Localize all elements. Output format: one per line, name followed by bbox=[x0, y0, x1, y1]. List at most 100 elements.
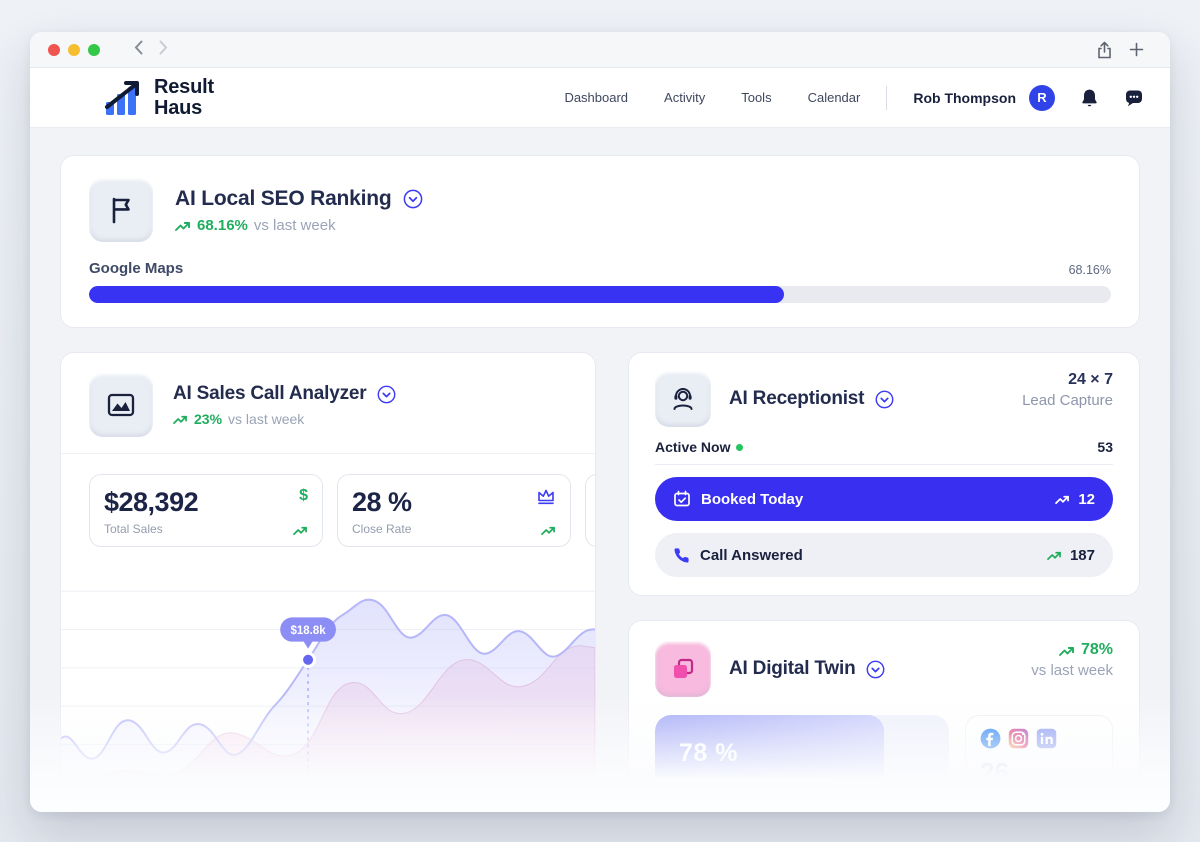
share-button[interactable] bbox=[1088, 39, 1121, 61]
total-posts-value: 26 bbox=[980, 757, 1009, 787]
badge-lead-capture: Lead Capture bbox=[1022, 392, 1113, 409]
engagement-label: Engagement bbox=[659, 803, 745, 812]
plus-icon bbox=[1129, 42, 1144, 57]
stat-card-close-rate: 28 % Close Rate bbox=[337, 474, 571, 547]
seo-metric-label: Google Maps bbox=[89, 260, 184, 277]
flag-icon bbox=[112, 197, 130, 224]
zoom-window-button[interactable] bbox=[88, 43, 100, 56]
twin-trend-value: 78% bbox=[1080, 641, 1113, 658]
nav-item-calendar[interactable]: Calendar bbox=[807, 90, 861, 105]
minimize-window-button[interactable] bbox=[68, 43, 80, 56]
nav-item-dashboard[interactable]: Dashboard bbox=[564, 90, 629, 105]
main-nav: Dashboard Activity Tools Calendar bbox=[564, 90, 860, 105]
sales-title-block: AI Sales Call Analyzer bbox=[173, 383, 397, 427]
badge-24x7: 24 × 7 bbox=[1068, 371, 1113, 388]
sales-card-header: AI Sales Call Analyzer bbox=[61, 353, 595, 454]
right-column: AI Receptionist 24 × 7 bbox=[628, 352, 1140, 812]
active-now-value: 53 bbox=[1097, 439, 1113, 455]
logo[interactable]: Result Haus bbox=[102, 76, 214, 119]
trend-up-icon bbox=[173, 415, 187, 425]
line-chart-svg: $18.8k bbox=[61, 590, 595, 805]
sales-trend-value: 23% bbox=[194, 411, 223, 427]
chevron-down-circle-icon bbox=[875, 390, 894, 408]
total-posts-label: Total Posts bbox=[980, 790, 1044, 805]
bell-icon bbox=[1082, 89, 1097, 107]
chart-marker-dot bbox=[303, 654, 314, 665]
facebook-icon[interactable] bbox=[980, 728, 1001, 749]
browser-window: Result Haus Dashboard Activity Tools Cal… bbox=[30, 32, 1170, 812]
image-chart-icon bbox=[107, 393, 135, 417]
share-icon bbox=[1098, 41, 1111, 58]
linkedin-icon[interactable] bbox=[1036, 728, 1057, 749]
call-answered-row[interactable]: Call Answered 187 bbox=[655, 533, 1113, 577]
twin-trend-label: vs last week bbox=[1031, 662, 1113, 679]
seo-trend-value: 68.16% bbox=[197, 216, 248, 234]
call-answered-right: 187 bbox=[1047, 547, 1095, 564]
active-now-label: Active Now bbox=[655, 439, 731, 455]
engagement-track: 78 % bbox=[655, 715, 949, 791]
seo-progress-track bbox=[89, 286, 1111, 303]
nav-item-tools[interactable]: Tools bbox=[741, 90, 772, 105]
receptionist-dropdown-toggle[interactable] bbox=[874, 389, 895, 410]
header-divider bbox=[886, 85, 888, 110]
traffic-lights bbox=[48, 43, 100, 56]
trend-up-icon bbox=[541, 526, 555, 536]
instagram-icon[interactable] bbox=[1008, 728, 1029, 749]
booked-today-value: 12 bbox=[1078, 490, 1095, 508]
booked-today-row[interactable]: Booked Today 12 bbox=[655, 477, 1113, 521]
seo-trend-row: 68.16% vs last week bbox=[175, 217, 424, 234]
sales-trend-label: vs last week bbox=[228, 411, 305, 427]
engagement-fill: 78 % bbox=[655, 715, 885, 791]
notifications-button[interactable] bbox=[1080, 87, 1099, 108]
digital-twin-card: AI Digital Twin bbox=[628, 620, 1140, 812]
digital-twin-tile bbox=[655, 641, 711, 697]
chevron-right-icon bbox=[159, 40, 168, 55]
sales-line-chart: $18.8k bbox=[61, 567, 595, 805]
receptionist-tile bbox=[655, 371, 711, 427]
engagement-value: 78 % bbox=[679, 738, 738, 767]
browser-forward-button[interactable] bbox=[151, 38, 176, 61]
trend-up-icon bbox=[175, 221, 190, 231]
booked-today-label: Booked Today bbox=[701, 490, 804, 508]
nav-item-activity[interactable]: Activity bbox=[664, 90, 706, 105]
sales-trend-row: 23% vs last week bbox=[173, 411, 397, 427]
seo-trend-label: vs last week bbox=[253, 216, 336, 234]
user-name[interactable]: Rob Thompson bbox=[913, 89, 1016, 106]
seo-card-title-row: AI Local SEO Ranking bbox=[175, 187, 424, 211]
seo-dropdown-toggle[interactable] bbox=[402, 188, 424, 210]
seo-ranking-card: AI Local SEO Ranking bbox=[60, 155, 1140, 328]
social-icons-row bbox=[980, 728, 1098, 749]
app-header: Result Haus Dashboard Activity Tools Cal… bbox=[30, 68, 1170, 128]
copy-squares-icon bbox=[674, 658, 694, 678]
receptionist-title: AI Receptionist bbox=[729, 388, 865, 409]
stat-card-partial bbox=[585, 474, 595, 547]
twin-trend-top: 78% bbox=[1031, 641, 1113, 659]
sales-analyzer-card: AI Sales Call Analyzer bbox=[60, 352, 596, 806]
stat-card-total-sales: $28,392 $ Total Sales bbox=[89, 474, 323, 547]
close-window-button[interactable] bbox=[48, 43, 60, 56]
close-rate-value: 28 % bbox=[352, 487, 412, 517]
browser-back-button[interactable] bbox=[126, 38, 151, 61]
sales-stats-row: $28,392 $ Total Sales bbox=[61, 454, 595, 547]
sales-dropdown-toggle[interactable] bbox=[376, 384, 397, 405]
logo-bar-chart-icon bbox=[105, 80, 139, 115]
photo-tile bbox=[89, 373, 153, 437]
new-tab-button[interactable] bbox=[1121, 40, 1152, 59]
chart-tooltip: $18.8k bbox=[280, 617, 336, 649]
trend-up-icon bbox=[1059, 646, 1074, 656]
sales-card-title-row: AI Sales Call Analyzer bbox=[173, 383, 397, 405]
flag-tile bbox=[89, 178, 153, 242]
active-now-row: Active Now 53 bbox=[655, 439, 1113, 465]
stat-top: 28 % bbox=[352, 487, 556, 518]
logo-line2: Haus bbox=[154, 96, 203, 119]
browser-chrome bbox=[30, 32, 1170, 68]
messages-button[interactable] bbox=[1124, 88, 1144, 108]
engagement-block: 78 % Engagement bbox=[655, 715, 949, 812]
digital-twin-dropdown-toggle[interactable] bbox=[865, 659, 886, 680]
user-avatar[interactable]: R bbox=[1029, 84, 1055, 111]
dashboard-content: AI Local SEO Ranking bbox=[30, 128, 1170, 812]
close-rate-label: Close Rate bbox=[352, 522, 412, 536]
online-status-dot bbox=[736, 443, 744, 451]
receptionist-header: AI Receptionist 24 × 7 bbox=[655, 371, 1113, 427]
trend-up-icon bbox=[1055, 495, 1070, 505]
